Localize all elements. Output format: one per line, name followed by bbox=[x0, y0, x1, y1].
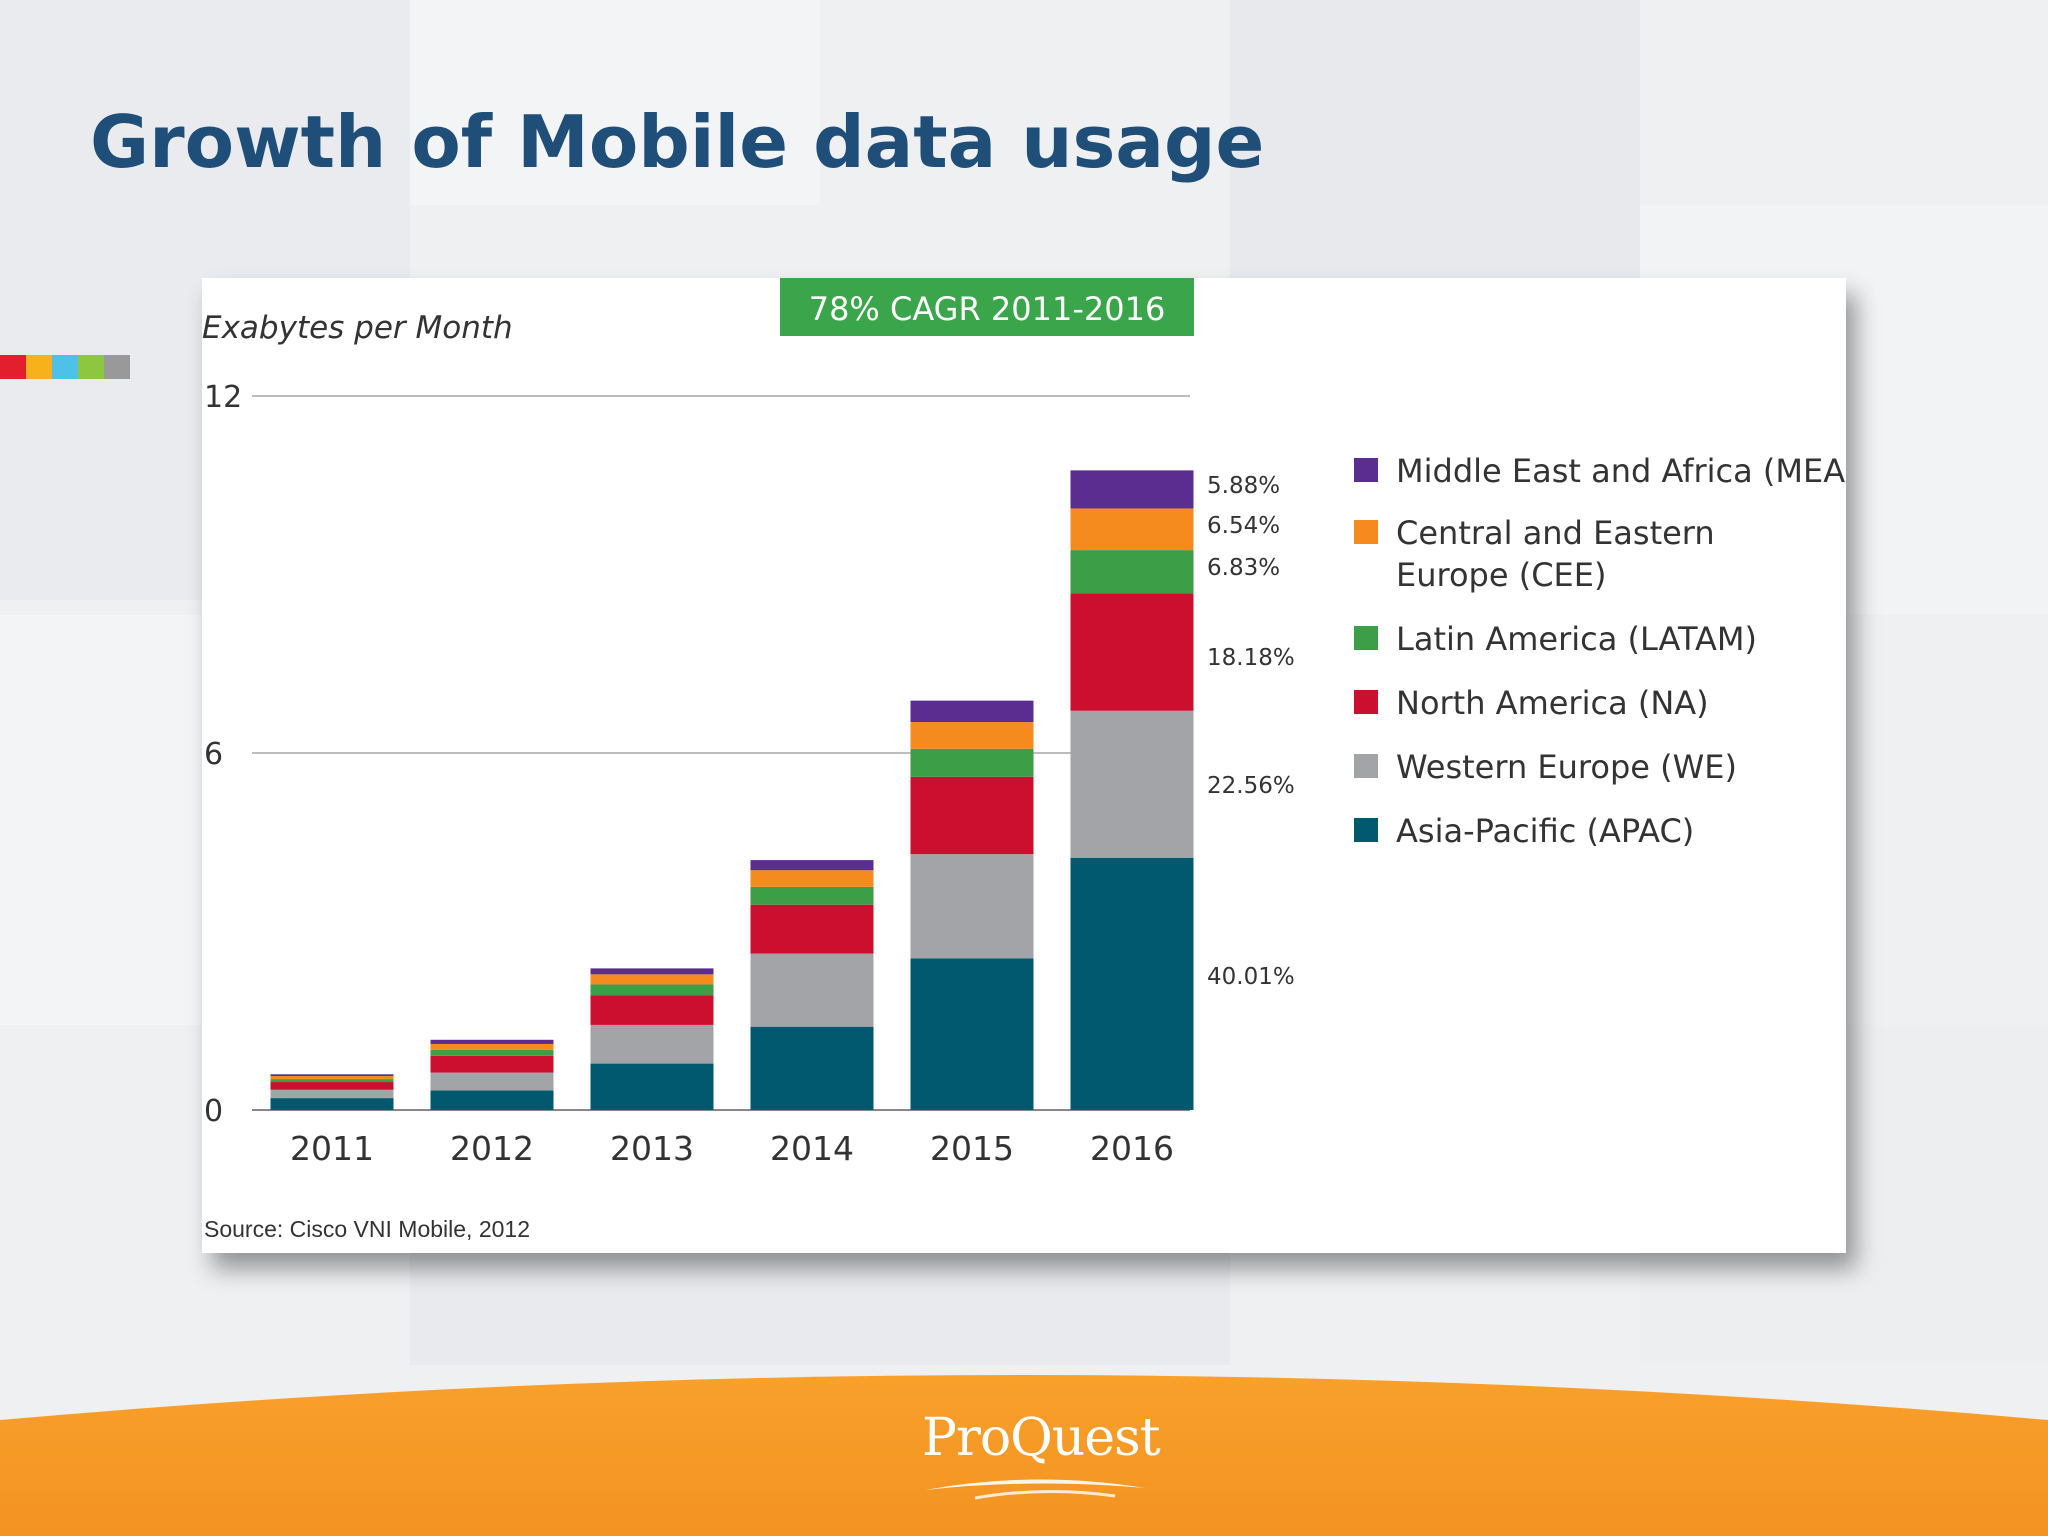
legend-label: Middle East and Africa (MEA) bbox=[1396, 452, 1846, 490]
bar-segment bbox=[270, 1082, 394, 1090]
footer-band bbox=[0, 1360, 2048, 1536]
bar-segment bbox=[430, 1072, 554, 1091]
share-label: 18.18% bbox=[1207, 645, 1295, 671]
bar-segment bbox=[270, 1098, 394, 1110]
y-tick-label: 0 bbox=[204, 1094, 223, 1129]
legend-swatch bbox=[1354, 754, 1378, 778]
x-tick-label: 2015 bbox=[930, 1129, 1014, 1168]
bar-segment bbox=[1070, 550, 1194, 594]
bar-segment bbox=[910, 748, 1034, 777]
bar-segment bbox=[910, 700, 1034, 723]
bar-segment bbox=[1070, 710, 1194, 858]
bar-segment bbox=[910, 854, 1034, 959]
cagr-badge-text: 78% CAGR 2011-2016 bbox=[809, 290, 1166, 328]
x-tick-label: 2012 bbox=[450, 1129, 534, 1168]
bar-segment bbox=[1070, 470, 1194, 509]
slide-title: Growth of Mobile data usage bbox=[90, 100, 1265, 184]
legend-swatch bbox=[1354, 690, 1378, 714]
bar-segment bbox=[750, 870, 874, 887]
stacked-bar-chart: Exabytes per Month 0 6 12 2011 2012 2013 2014… bbox=[202, 278, 1846, 1242]
bar-segment bbox=[910, 722, 1034, 749]
logo-swoosh-icon bbox=[925, 1479, 1145, 1500]
x-tick-label: 2011 bbox=[290, 1129, 374, 1168]
bar-segment bbox=[910, 958, 1034, 1110]
bar-segment bbox=[750, 1026, 874, 1110]
cagr-badge bbox=[780, 278, 1194, 336]
legend-swatch bbox=[1354, 520, 1378, 544]
strip-swatch bbox=[26, 355, 52, 379]
legend-label-line2: Europe (CEE) bbox=[1396, 556, 1606, 594]
bar-segment bbox=[910, 776, 1034, 855]
strip-swatch bbox=[0, 355, 26, 379]
bar-segment bbox=[270, 1076, 394, 1080]
bar-segment bbox=[1070, 508, 1194, 551]
bar-segment bbox=[430, 1043, 554, 1050]
bar-segment bbox=[270, 1079, 394, 1083]
bar-segment bbox=[430, 1049, 554, 1056]
share-label: 5.88% bbox=[1207, 473, 1280, 499]
bar-segment bbox=[750, 886, 874, 905]
share-label: 6.83% bbox=[1207, 555, 1280, 581]
chart-card: Exabytes per Month 0 6 12 2011 2012 2013 2014… bbox=[202, 278, 1846, 1253]
bar-segment bbox=[270, 1074, 394, 1077]
legend-label: North America (NA) bbox=[1396, 684, 1709, 722]
share-label: 22.56% bbox=[1207, 773, 1295, 799]
y-tick-label: 12 bbox=[204, 380, 242, 415]
bar-segment bbox=[430, 1039, 554, 1044]
proquest-logo: ProQuest bbox=[922, 1408, 1161, 1468]
bar-segment bbox=[590, 974, 714, 985]
legend-label: Asia-Pacific (APAC) bbox=[1396, 812, 1694, 850]
bar-segment bbox=[590, 1024, 714, 1064]
bar-segment bbox=[750, 904, 874, 954]
legend-swatch bbox=[1354, 626, 1378, 650]
bar-segment bbox=[590, 1063, 714, 1110]
bar-segment bbox=[750, 953, 874, 1027]
legend-swatch bbox=[1354, 818, 1378, 842]
bar-segment bbox=[590, 968, 714, 975]
strip-swatch bbox=[52, 355, 78, 379]
bar-segment bbox=[430, 1090, 554, 1110]
source-note: Source: Cisco VNI Mobile, 2012 bbox=[204, 1216, 530, 1242]
bar-segment bbox=[430, 1055, 554, 1073]
y-axis-unit-label: Exabytes per Month bbox=[202, 310, 513, 346]
share-label: 6.54% bbox=[1207, 513, 1280, 539]
strip-swatch bbox=[104, 355, 130, 379]
bar-segment bbox=[750, 860, 874, 871]
legend-label: Central and Eastern bbox=[1396, 514, 1715, 552]
bar-segment bbox=[270, 1089, 394, 1099]
color-strip-decoration bbox=[0, 355, 130, 379]
legend-label: Latin America (LATAM) bbox=[1396, 620, 1757, 658]
strip-swatch bbox=[78, 355, 104, 379]
y-tick-label: 6 bbox=[204, 737, 223, 772]
bar-segment bbox=[1070, 593, 1194, 711]
share-label: 40.01% bbox=[1207, 964, 1295, 990]
bar-segment bbox=[590, 984, 714, 996]
legend-label: Western Europe (WE) bbox=[1396, 748, 1737, 786]
x-tick-label: 2013 bbox=[610, 1129, 694, 1168]
bar-segment bbox=[590, 995, 714, 1025]
legend-swatch bbox=[1354, 458, 1378, 482]
x-tick-label: 2014 bbox=[770, 1129, 854, 1168]
x-tick-label: 2016 bbox=[1090, 1129, 1174, 1168]
bar-segment bbox=[1070, 857, 1194, 1110]
